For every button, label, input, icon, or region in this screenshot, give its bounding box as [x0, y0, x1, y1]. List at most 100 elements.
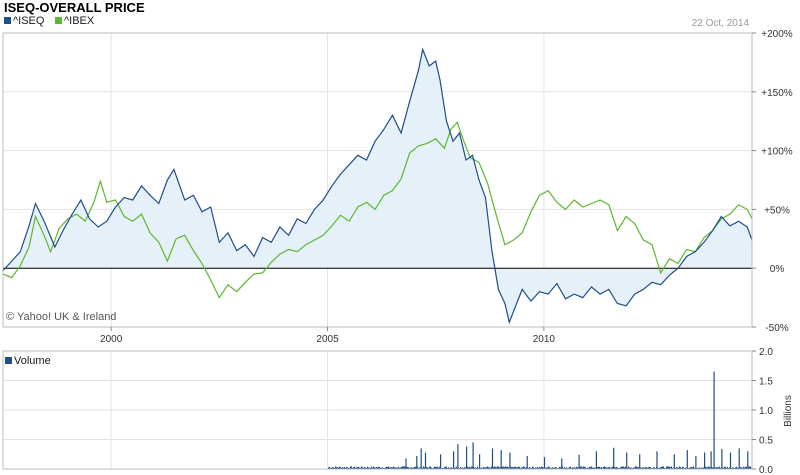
volume-bar [358, 466, 359, 469]
x-tick-label: 2000 [100, 334, 123, 345]
volume-bar [340, 466, 341, 469]
volume-bar [402, 466, 403, 469]
volume-bar [639, 454, 641, 470]
volume-bar [545, 467, 546, 469]
volume-bar [348, 467, 349, 469]
volume-bar [638, 467, 639, 469]
volume-bar [691, 467, 692, 469]
volume-bar [653, 467, 654, 469]
volume-bar [613, 447, 615, 469]
volume-legend-label: Volume [14, 355, 51, 367]
volume-bar [352, 467, 353, 469]
volume-bar [595, 451, 597, 469]
volume-bar [719, 466, 720, 469]
volume-bar [598, 466, 599, 469]
volume-bar [644, 467, 645, 469]
volume-grid [3, 350, 752, 470]
volume-bar [693, 466, 694, 469]
volume-bar [378, 466, 379, 469]
volume-bar [637, 467, 638, 469]
volume-bar [373, 466, 374, 469]
volume-bar [608, 467, 609, 469]
volume-bar [451, 467, 452, 469]
volume-bar [741, 467, 742, 469]
x-tick-label: 2005 [316, 334, 339, 345]
volume-bar [629, 467, 630, 469]
volume-bar [543, 467, 544, 469]
volume-bar [679, 466, 680, 469]
volume-bar [659, 467, 660, 469]
volume-bar [485, 467, 486, 469]
volume-bar [523, 466, 524, 469]
volume-bar [705, 466, 706, 469]
volume-bar [351, 466, 352, 469]
volume-bar [444, 467, 445, 469]
volume-bar [455, 467, 456, 469]
volume-bar [456, 466, 457, 469]
volume-bar [386, 466, 387, 469]
volume-bar [420, 467, 421, 469]
volume-bar [577, 467, 578, 469]
volume-bar [592, 467, 593, 469]
volume-y-tick-label: 1.0 [759, 406, 773, 417]
volume-bar [551, 467, 552, 469]
volume-bar [616, 467, 617, 469]
volume-bar [526, 456, 528, 469]
volume-bar [490, 467, 491, 469]
volume-bar [743, 466, 744, 469]
volume-bar [423, 466, 424, 469]
volume-bar [700, 467, 701, 469]
volume-bar [718, 467, 719, 469]
volume-bar [513, 467, 514, 469]
volume-bar [413, 467, 414, 469]
volume-bar [474, 467, 475, 469]
legend-iseq-swatch [4, 17, 11, 24]
volume-bar [550, 467, 551, 469]
volume-bar [357, 467, 358, 469]
volume-bar [686, 450, 688, 469]
volume-bar [362, 467, 363, 469]
volume-bar [466, 446, 468, 469]
volume-bar [505, 466, 506, 469]
volume-y-tick-label: 0.0 [759, 465, 773, 475]
volume-bar [542, 467, 543, 469]
volume-bar [716, 467, 717, 469]
volume-bar [484, 467, 485, 469]
volume-bar [328, 467, 329, 469]
volume-bar [670, 467, 671, 469]
volume-bar [481, 467, 482, 469]
volume-bar [429, 466, 430, 469]
volume-bar [341, 467, 342, 469]
volume-bar [748, 466, 749, 469]
volume-bar [590, 467, 591, 469]
legend-iseq-label: ^ISEQ [13, 15, 45, 27]
main-plot-area: -50% 0% +50% +100% +150% +200% 2000 2005 2010 ©… [2, 29, 793, 345]
volume-bar [422, 467, 423, 469]
volume-bar [416, 456, 418, 469]
volume-bar [530, 467, 531, 469]
volume-bar [738, 448, 740, 469]
volume-bar [442, 467, 443, 469]
volume-bar [493, 467, 494, 469]
volume-bar [496, 467, 497, 469]
volume-bar [446, 466, 447, 469]
volume-bar [690, 467, 691, 469]
volume-bar [420, 448, 422, 469]
volume-bar [586, 467, 587, 469]
volume-bar [514, 466, 515, 469]
volume-bar [400, 467, 401, 469]
volume-bar [477, 466, 478, 469]
volume-bar [365, 467, 366, 469]
volume-bar [658, 467, 659, 469]
volume-bar [471, 466, 472, 469]
volume-bar [713, 371, 715, 469]
volume-bar [723, 467, 724, 469]
volume-bar [506, 466, 507, 469]
volume-bar [587, 467, 588, 469]
volume-bar [338, 467, 339, 469]
volume-bar [521, 467, 522, 469]
volume-bar [491, 448, 494, 469]
volume-bar [724, 466, 725, 469]
volume-bar [626, 452, 628, 469]
